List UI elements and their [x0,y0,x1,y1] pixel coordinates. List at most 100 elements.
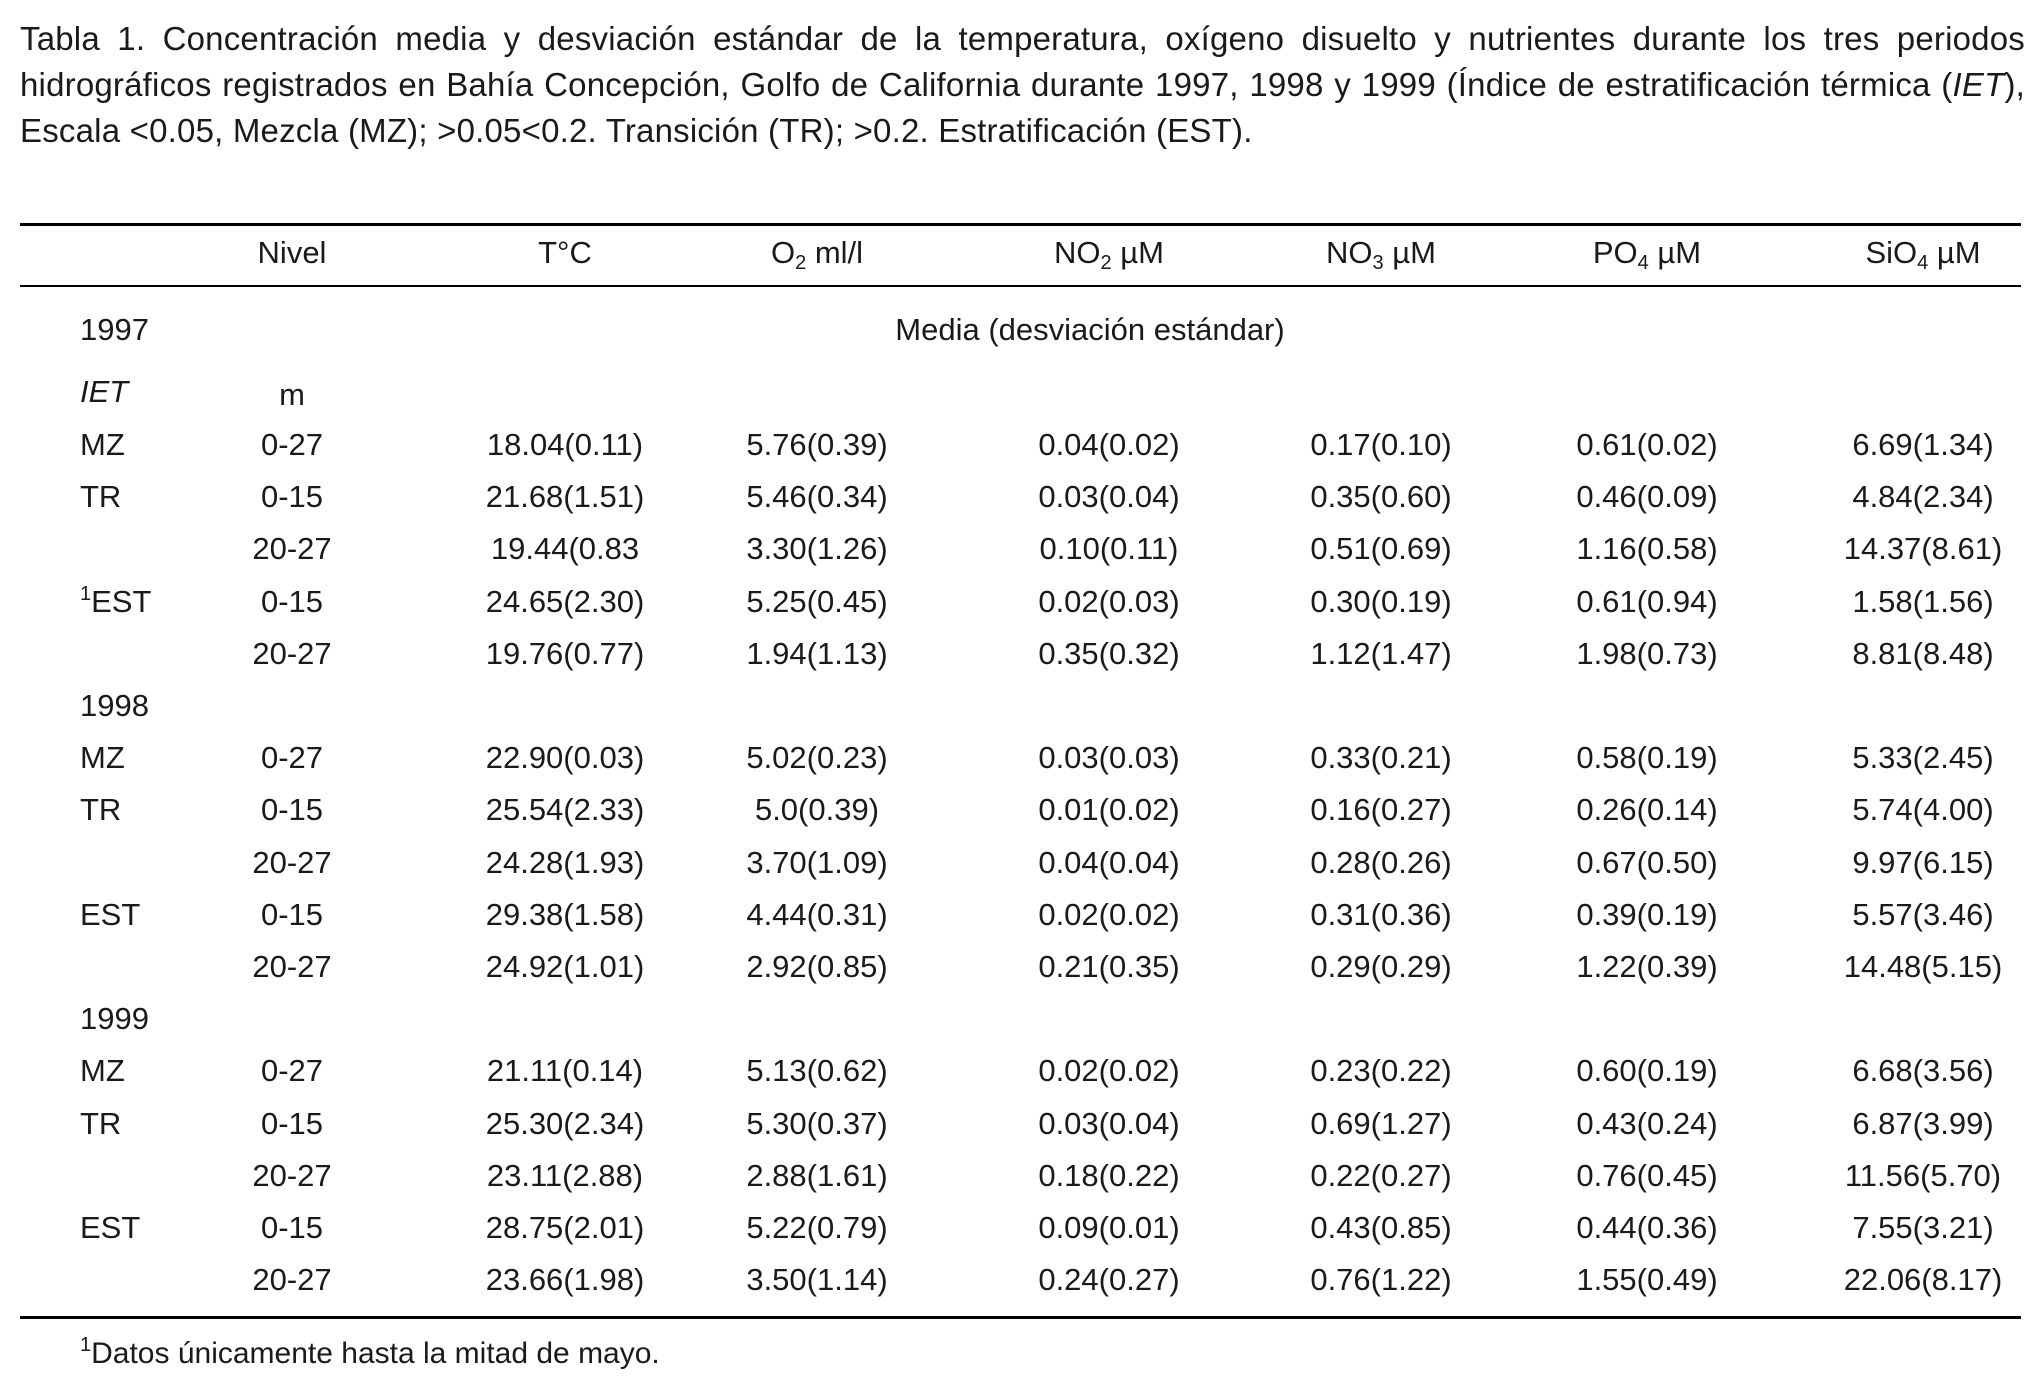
table-cell-po4: 0.61(0.94) [1576,584,1718,619]
table-cell-po4: 0.60(0.19) [1576,1053,1718,1088]
mean-sd-label: Media (desviación estándar) [895,312,1285,347]
table-cell-nivel: 20-27 [252,1158,332,1193]
table-cell-po4: 0.61(0.02) [1576,427,1718,462]
table-cell-no2: 0.02(0.02) [1038,1053,1180,1088]
table-cell-no3: 0.51(0.69) [1310,531,1452,566]
table-cell-t: 29.38(1.58) [485,897,645,932]
table-cell-t: 24.65(2.30) [485,584,645,619]
table-cell-no3: 1.12(1.47) [1310,636,1452,671]
table-cell-t: 19.44(0.83 [490,531,640,566]
table-cell-sio4: 4.84(2.34) [1852,479,1994,514]
table-cell-o2: 4.44(0.31) [746,897,888,932]
table-cell-sio4: 14.37(8.61) [1843,531,2003,566]
table-cell-no2: 0.04(0.04) [1038,845,1180,880]
table-cell-no3: 0.69(1.27) [1310,1106,1452,1141]
table-cell-o2: 2.92(0.85) [746,949,888,984]
table-cell-sio4: 5.33(2.45) [1852,740,1994,775]
table-cell-no3: 0.35(0.60) [1310,479,1452,514]
table-cell-o2: 2.88(1.61) [746,1158,888,1193]
table-cell-t: 24.28(1.93) [485,845,645,880]
table-cell-po4: 1.16(0.58) [1576,531,1718,566]
row-label: TR [80,792,122,827]
table-cell-nivel: 0-27 [260,1053,324,1088]
table-cell-t: 18.04(0.11) [486,427,644,462]
table-cell-t: 23.66(1.98) [485,1262,645,1297]
table-cell-t: 19.76(0.77) [485,636,645,671]
table-cell-o2: 5.13(0.62) [746,1053,888,1088]
table-cell-t: 24.92(1.01) [485,949,645,984]
table-cell-t: 21.68(1.51) [485,479,645,514]
table-cell-no3: 0.30(0.19) [1310,584,1452,619]
table-cell-nivel: 0-27 [260,427,324,462]
table-cell-po4: 1.22(0.39) [1576,949,1718,984]
table-cell-no2: 0.02(0.02) [1038,897,1180,932]
table-cell-po4: 0.44(0.36) [1576,1210,1718,1245]
header-no3: NO3 µM [1326,235,1436,274]
table-cell-o2: 3.70(1.09) [746,845,888,880]
table-cell-t: 21.11(0.14) [486,1053,644,1088]
table-cell-nivel: 20-27 [252,636,332,671]
table-cell-o2: 5.0(0.39) [754,792,880,827]
table-header-rule [20,285,2021,287]
table-cell-no2: 0.10(0.11) [1039,531,1179,566]
table-cell-o2: 5.76(0.39) [746,427,888,462]
table-cell-t: 28.75(2.01) [485,1210,645,1245]
table-cell-o2: 5.25(0.45) [746,584,888,619]
row-label: MZ [80,740,125,775]
table-cell-no2: 0.01(0.02) [1038,792,1180,827]
table-cell-no2: 0.24(0.27) [1038,1262,1180,1297]
table-cell-sio4: 6.69(1.34) [1852,427,1994,462]
table-cell-nivel: 20-27 [252,845,332,880]
table-cell-no3: 0.76(1.22) [1310,1262,1452,1297]
table-cell-po4: 0.76(0.45) [1576,1158,1718,1193]
table-cell-o2: 5.02(0.23) [746,740,888,775]
table-cell-po4: 0.39(0.19) [1576,897,1718,932]
table-cell-t: 22.90(0.03) [485,740,645,775]
header-o2: O2 ml/l [770,235,864,274]
table-cell-no2: 0.09(0.01) [1038,1210,1180,1245]
year-label: 1999 [80,1001,149,1036]
table-cell-o2: 5.22(0.79) [746,1210,888,1245]
table-cell-no2: 0.02(0.03) [1038,584,1180,619]
unit-m-label: m [279,377,305,412]
table-cell-nivel: 20-27 [252,949,332,984]
table-cell-po4: 1.98(0.73) [1576,636,1718,671]
table-cell-nivel: 0-15 [260,479,324,514]
table-cell-no3: 0.33(0.21) [1310,740,1452,775]
row-label: EST [80,1210,141,1245]
year-label-1997: 1997 [80,312,149,347]
table-cell-nivel: 20-27 [252,1262,332,1297]
table-cell-no2: 0.04(0.02) [1038,427,1180,462]
table-cell-sio4: 5.74(4.00) [1852,792,1994,827]
table-caption: Tabla 1. Concentración media y desviació… [20,20,2025,149]
table-cell-no3: 0.28(0.26) [1310,845,1452,880]
table-cell-sio4: 11.56(5.70) [1844,1158,2002,1193]
table-cell-o2: 5.30(0.37) [746,1106,888,1141]
row-label: TR [80,1106,122,1141]
table-cell-no2: 0.03(0.03) [1038,740,1180,775]
table-cell-sio4: 6.87(3.99) [1852,1106,1994,1141]
table-cell-no3: 0.17(0.10) [1310,427,1452,462]
table-cell-sio4: 14.48(5.15) [1843,949,2003,984]
table-cell-no3: 0.31(0.36) [1310,897,1452,932]
table-cell-nivel: 0-15 [260,1106,324,1141]
table-cell-o2: 3.30(1.26) [746,531,888,566]
table-cell-no3: 0.43(0.85) [1310,1210,1452,1245]
table-cell-o2: 1.94(1.13) [746,636,888,671]
table-cell-o2: 3.50(1.14) [746,1262,888,1297]
year-label: 1998 [80,688,149,723]
table-cell-no3: 0.16(0.27) [1310,792,1452,827]
table-cell-nivel: 20-27 [252,531,332,566]
header-temperature: T°C [538,235,592,270]
row-label: 1EST [80,583,152,619]
table-cell-no2: 0.18(0.22) [1038,1158,1180,1193]
table-cell-no2: 0.21(0.35) [1038,949,1180,984]
table-cell-no2: 0.03(0.04) [1038,1106,1180,1141]
header-sio4: SiO4 µM [1865,235,1981,274]
header-po4: PO4 µM [1592,235,1702,274]
table-cell-sio4: 7.55(3.21) [1852,1210,1994,1245]
table-cell-no3: 0.22(0.27) [1310,1158,1452,1193]
table-cell-no2: 0.35(0.32) [1038,636,1180,671]
table-top-rule [20,223,2021,226]
